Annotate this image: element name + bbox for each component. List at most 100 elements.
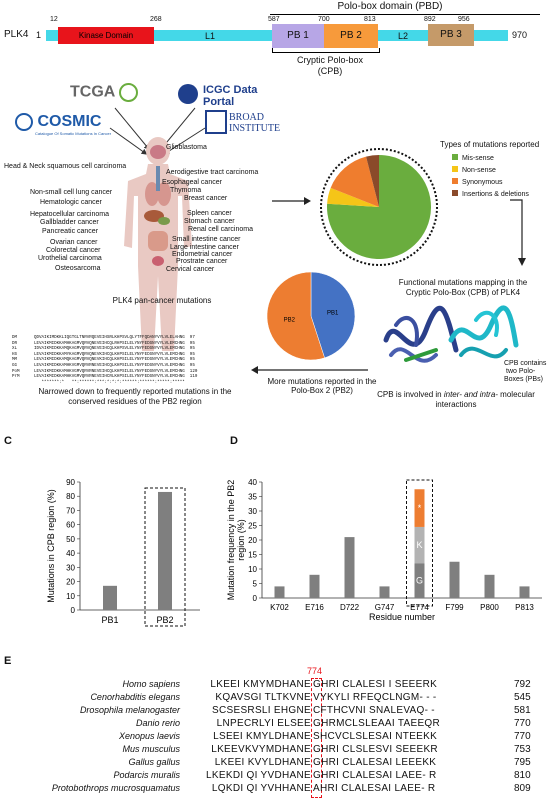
alignment-species: PoM <box>12 369 20 374</box>
cosmic-icon <box>15 113 33 131</box>
cpb-label-2: (CPB) <box>317 66 343 76</box>
panel-letter-d: D <box>230 435 238 447</box>
sequence-end-number: 545 <box>514 692 531 703</box>
y-tick-label: 15 <box>248 551 257 560</box>
alignment-row: DR LEVAIKMIDKKAMHKAGMVQRVQNEVEIHCQLRHPSIL… <box>12 342 252 348</box>
mutation-type-pie <box>320 148 438 266</box>
panel-letter-c: C <box>4 435 12 447</box>
interact-c: molecular <box>497 390 535 399</box>
legend-item-missense: Mis-sense <box>452 154 550 163</box>
cancer-right-9: Large intestine cancer <box>170 244 239 251</box>
narrow-caption-2: conserved residues of the PB2 region <box>68 397 202 406</box>
y-tick-label: 20 <box>66 578 75 587</box>
pbd-label: Polo-box domain (PBD) <box>337 1 443 12</box>
workflow-panel: TCGA ICGC Data Portal COSMIC Catalogue O… <box>0 78 550 428</box>
pb3-label: PB 3 <box>440 29 462 40</box>
stack-seg-K <box>414 526 425 564</box>
sequence-end-number: 792 <box>514 679 531 690</box>
y-tick-label: 30 <box>248 507 257 516</box>
pb1-label: PB 1 <box>287 30 309 41</box>
pie-outline <box>320 148 438 266</box>
panel-letter-e: E <box>4 655 12 667</box>
stack-seg-* <box>414 489 425 527</box>
more-caption-1: More mutations reported in the <box>267 377 377 386</box>
sequence-pre: LKEEI KVYLDHANE <box>214 757 311 768</box>
sequence-post: GHRI CLSLESVI SEEEKR <box>313 744 438 755</box>
sequence-post: AHRI CLALESAI LAEE- R <box>313 783 436 794</box>
pie-slice-3 <box>366 155 379 207</box>
alignment-end: 119 <box>184 375 198 380</box>
legend-swatch <box>452 154 458 160</box>
legend-label: Synonymous <box>462 179 503 186</box>
functional-caption-2: Cryptic Polo-Box (CPB) of PLK4 <box>405 288 521 297</box>
bar-E716 <box>309 574 320 598</box>
tcga-logo: TCGA <box>70 83 139 102</box>
sequence-alignment: DM QDVAIKIMDKKLIQGTGLTNRVRQEVEIHSRLKHPSVL… <box>12 336 252 386</box>
alignment-row: DM QDVAIKIMDKKLIQGTGLTNRVRQEVEIHSRLKHPSVL… <box>12 336 252 342</box>
y-tick-label: 0 <box>71 606 76 615</box>
pos-892: 892 <box>424 16 436 23</box>
cancer-left-2: Hematologic cancer <box>40 199 102 206</box>
species-name: Cenorhabditis elegans <box>90 692 180 702</box>
bar-K702 <box>274 586 285 598</box>
species-name: Mus musculus <box>122 744 180 754</box>
pb2-domain: PB 2 <box>324 24 378 48</box>
x-tick-label-D722: D722 <box>340 603 360 612</box>
y-axis-label-1: Mutation frequency in the PB2 <box>226 480 236 601</box>
arrow-to-alignment <box>251 366 368 374</box>
interactions-caption-2: interactions <box>435 400 477 409</box>
stack-label-1: K <box>416 540 422 550</box>
alignment-sequence: LEVAIKMIDKKAMHKVGMVQRVRNEVEIHCQLKHPSILEL… <box>34 363 185 368</box>
sequence-post: GHRI CLALESI I SEEERK <box>313 679 438 690</box>
sequence-post: GHRMCLSLEAAI TAEEQR <box>313 718 441 729</box>
alignment-row: PoM LEVAIKMIDKKAMHKVGMVQRVRNEVEIHCQLKHPSI… <box>12 370 252 376</box>
cancer-left-6: Ovarian cancer <box>50 239 98 246</box>
x-tick-label-E774: E774 <box>410 603 429 612</box>
cancer-right-11: Prostrate cancer <box>176 258 228 265</box>
y-tick-label: 60 <box>66 521 75 530</box>
bar-G747 <box>379 586 390 598</box>
cpb-bracket <box>272 48 380 53</box>
cancer-right-12: Cervical cancer <box>166 266 215 273</box>
arrow-to-pie <box>272 197 311 205</box>
sequence-pre: LNPECRLYI ELSEE <box>216 718 311 729</box>
cosmic-logo: COSMIC Catalogue Of Somatic Mutations In… <box>15 113 111 136</box>
pb-pie-label-PB1: PB1 <box>327 311 339 317</box>
sequence-end-number: 770 <box>514 731 531 742</box>
cancer-right-8: Small intestine cancer <box>172 236 241 243</box>
y-axis-label: Mutations in CPB region (%) <box>46 489 56 603</box>
sequence-end-number: 809 <box>514 783 531 794</box>
alignment-sequence: LEVAIKMIDKKAMYKAGMVQRVQNEVKIHCQLKHPSILEL… <box>34 352 185 357</box>
legend-swatch <box>452 166 458 172</box>
sequence-pre: LKEEI KMYMDHANE <box>210 679 311 690</box>
highlight-box-E774 <box>406 479 433 607</box>
cancer-left-3: Hepatocellular carcinoma <box>30 211 109 218</box>
sequence-pre: KQAVSGI TLTKVNE <box>215 692 311 703</box>
y-tick-label: 0 <box>253 594 258 603</box>
cancer-right-1: Aerodigestive tract carcinoma <box>166 169 259 176</box>
y-tick-label: 10 <box>248 565 257 574</box>
alignment-end: 95 <box>184 358 195 363</box>
alignment-species: PrM <box>12 375 20 380</box>
x-tick-label-F799: F799 <box>445 603 464 612</box>
cancer-right-7: Renal cell carcinoma <box>188 226 253 233</box>
cpb-structure-image <box>383 305 519 363</box>
legend-swatch <box>452 190 458 196</box>
cancer-right-0: Glioblastoma <box>166 144 207 151</box>
alignment-end: 120 <box>184 369 198 374</box>
legend-label: Non-sense <box>462 167 496 174</box>
species-name: Danio rerio <box>135 718 180 728</box>
sequence-end-number: 810 <box>514 770 531 781</box>
species-name: Gallus gallus <box>128 757 180 767</box>
alignment-sequence: LEVAIKMIDKKAMQKAGMVQRVQNEVKIHCQLKHPSILEL… <box>34 358 185 363</box>
cancer-right-4: Breast cancer <box>184 195 228 202</box>
y-tick-label: 40 <box>248 478 257 487</box>
y-tick-label: 30 <box>66 563 75 572</box>
human-body-figure <box>124 137 192 351</box>
domain-map: Polo-box domain (PBD) 12 268 587 700 813… <box>0 0 550 85</box>
x-tick-label-K702: K702 <box>270 603 289 612</box>
cancer-right-10: Endometrial cancer <box>172 251 233 258</box>
sequence-pre: SCSESRSLI EHGNE <box>212 705 311 716</box>
pie-slice-1 <box>327 187 379 207</box>
alignment-sequence: IDVAIKMIDKKAMQKAGMVQRVQNEVEIHCQLKHPSVLEL… <box>34 347 185 352</box>
